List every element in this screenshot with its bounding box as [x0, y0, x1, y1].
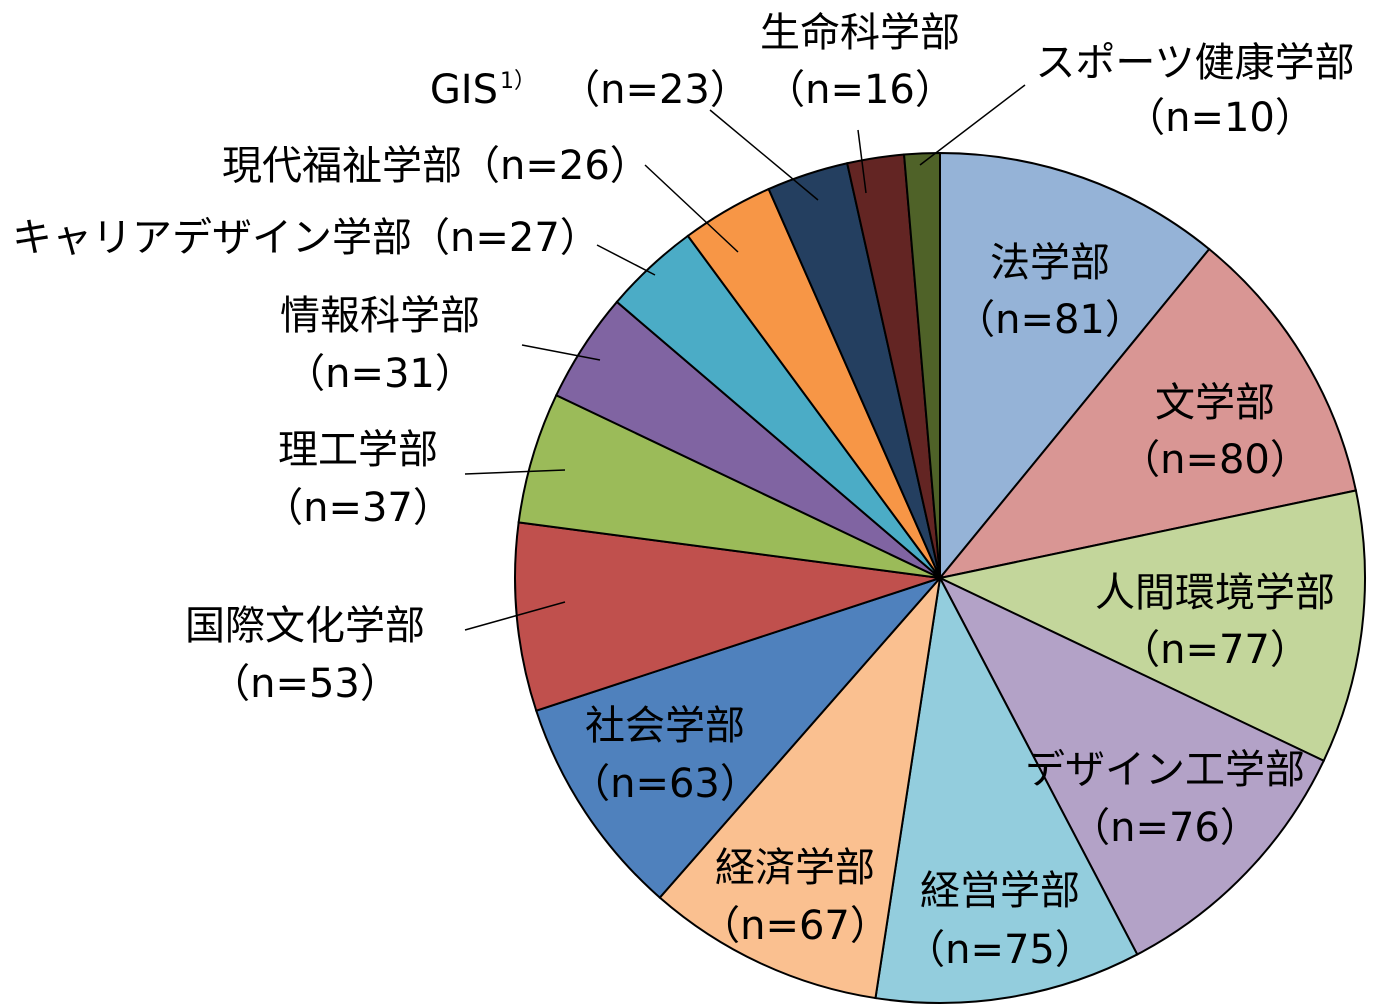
- pie-slice: [534, 575, 944, 899]
- category-label: 現代福祉学部: [222, 143, 462, 189]
- pie-slice: [937, 575, 1326, 956]
- leader-line: [709, 109, 819, 201]
- category-label: 社会学部: [585, 703, 745, 749]
- value-label: （n=75）: [905, 927, 1095, 973]
- pie-slice: [936, 489, 1366, 763]
- pie-slice: [937, 247, 1358, 580]
- leader-line: [596, 244, 656, 276]
- value-label: （n=67）: [700, 903, 890, 949]
- value-label: （n=53）: [210, 661, 400, 707]
- category-label: 経営学部: [920, 868, 1080, 914]
- category-label: 生命科学部: [760, 10, 960, 56]
- category-label: 人間環境学部: [1095, 570, 1335, 616]
- value-label: （n=63）: [570, 761, 760, 807]
- category-label: 国際文化学部: [185, 603, 425, 649]
- value-label: （n=77）: [1120, 627, 1310, 673]
- pie-slice: [902, 151, 941, 579]
- value-label: （n=76）: [1070, 805, 1260, 851]
- leader-line: [464, 469, 566, 475]
- value-label: （n=16）: [765, 67, 955, 113]
- category-label: 理工学部: [278, 427, 438, 473]
- value-label: （n=26）: [460, 143, 650, 189]
- pie-slice: [658, 574, 942, 1000]
- category-label: スポーツ健康学部: [1035, 40, 1354, 86]
- leader-line: [919, 84, 1026, 166]
- category-label: キャリアデザイン学部: [12, 215, 412, 261]
- value-label: （n=27）: [410, 215, 600, 261]
- value-label: （n=31）: [285, 351, 475, 397]
- category-label: 文学部: [1155, 380, 1275, 426]
- category-label: 情報科学部: [280, 293, 480, 339]
- leader-line: [464, 601, 566, 631]
- pie-slice: [939, 151, 1211, 581]
- value-label: （n=81）: [955, 297, 1145, 343]
- value-label: （n=37）: [263, 485, 453, 531]
- category-label: 経済学部: [715, 845, 875, 891]
- value-label: （n=23）: [560, 67, 750, 113]
- pie-slice: [874, 574, 1139, 1004]
- category-label: 法学部: [990, 240, 1110, 286]
- leader-line: [521, 344, 601, 361]
- leader-line: [644, 164, 739, 253]
- pie-slice: [514, 521, 941, 712]
- category-label: GIS: [430, 67, 498, 113]
- category-label: デザイン工学部: [1025, 747, 1305, 793]
- value-label: （n=10）: [1125, 95, 1315, 141]
- value-label: （n=80）: [1120, 437, 1310, 483]
- leader-line: [857, 129, 867, 194]
- footnote-mark: 1）: [500, 69, 536, 94]
